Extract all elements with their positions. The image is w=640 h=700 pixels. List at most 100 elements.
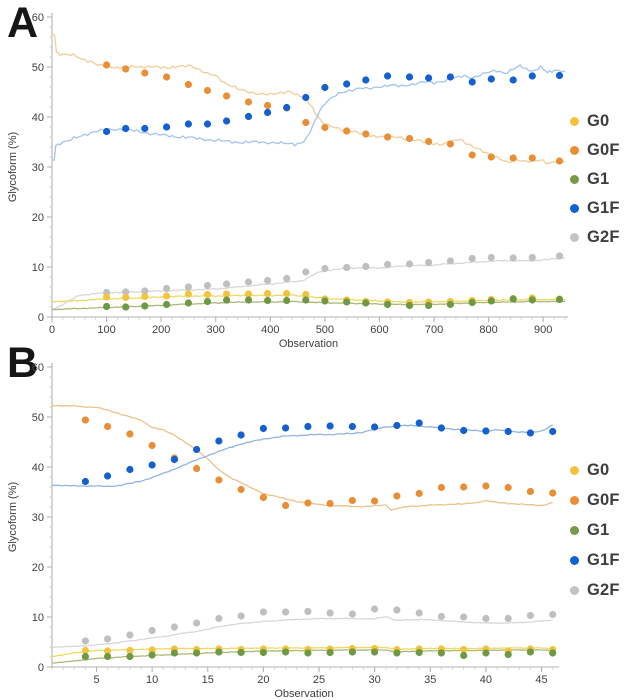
x-tick-label: 500 [316,324,334,336]
g0f-dot [215,476,223,484]
g2f-dot [215,614,223,623]
g2f-dot [487,253,495,262]
g0f-dot-icon [570,495,579,505]
g1f-dot [282,424,290,432]
g0f-dot [244,98,253,106]
g1-dot [170,649,178,657]
g2f-dot [264,276,272,285]
g0f-dot [203,86,212,95]
g0f-dot [223,92,231,100]
g2f-dot [326,609,334,617]
g0-dot [104,647,112,655]
g2f-dot [509,254,517,262]
g1f-dot-icon [570,204,579,213]
g0-dot [103,293,111,301]
g1-dot [425,301,433,310]
g1-dot [528,296,536,304]
panel-a-legend: G0 G0F G1 G1F G2F [570,107,620,252]
g1-dot [122,303,130,311]
y-tick-label: 20 [32,212,44,224]
g2f-dot [302,268,310,276]
g0f-dot [126,430,134,438]
g1f-dot [446,73,454,81]
g1f-dot [81,477,89,486]
g1-dot [362,299,370,307]
g0-dot [460,645,468,654]
panel-b-chart: 0 10 20 30 40 50 60 5 10 15 20 25 30 35 40 45 Observatio… [7,362,559,700]
g1f-dot [283,103,291,112]
g0f-dot [348,496,356,505]
g1f-dot [371,423,379,431]
g1-dot [103,302,111,311]
x-tick-label: 900 [534,324,552,336]
g1-dot [81,652,89,661]
y-tick-label: 50 [32,412,44,424]
g1f-dot [526,429,535,437]
g0-dot-icon [570,465,579,475]
y-tick-label: 30 [32,162,44,174]
legend-label: G0 [587,460,610,479]
g2f-dot-icon [570,585,579,595]
g1-dot [244,296,253,304]
g0-dot-icon [570,117,579,126]
g1-dot [415,648,423,657]
g1f-dot [148,461,156,469]
g0-dot [184,290,192,298]
g1-dot [482,649,490,657]
g1f-dot [549,427,557,436]
g0f-dot [259,493,267,502]
g1-dot-icon [570,525,579,535]
g2f-dot [528,253,536,262]
g1-dot [302,296,310,304]
g2f-dot [549,610,557,619]
g2f-dot [343,263,351,272]
g2f-dot [141,287,149,295]
x-tick-label: 200 [152,324,170,336]
g0f-dot [504,483,512,492]
g1f-dot [223,117,231,125]
x-tick-label: 35 [424,674,436,686]
g1-dot [148,651,156,659]
x-tick-label: 300 [207,324,225,336]
g2f-line [51,616,553,648]
g0f-dot [468,151,476,159]
g0f-dot [321,123,329,132]
g0-dot [283,289,291,298]
g0f-dot [549,489,557,497]
g1-dot [237,648,245,657]
g0f-dot [362,130,370,138]
g1f-dot [264,108,272,117]
x-tick-label: 5 [93,674,99,686]
g1-dot [321,297,329,305]
g1-dot [504,650,512,659]
g2f-dot [163,284,171,293]
g1f-dot [555,71,564,80]
g2f-dot [81,637,89,645]
g1-dot [223,296,231,304]
g1-dot [468,298,476,307]
g0f-dot [81,416,89,424]
g2f-dot [437,612,445,621]
legend-item-g1: G1 [570,165,620,194]
g0f-dot [343,127,351,135]
g1-dot [304,649,312,657]
g1-dot [283,296,291,305]
g0-dot [81,646,89,655]
g0f-dot [371,497,379,505]
g2f-dot [405,260,414,268]
g1f-dot [237,431,245,439]
g2f-dot [283,274,291,283]
g0-dot [302,290,310,299]
g2f-dot [193,619,201,627]
g2f-dot [304,607,312,616]
g1-dot [264,296,272,305]
g0-dot [163,292,171,300]
g1-dot [259,648,267,657]
x-tick-label: 0 [49,324,55,336]
g0f-dot [393,492,401,500]
y-tick-label: 0 [38,312,44,324]
g1-dot [526,648,535,656]
x-tick-label: 30 [369,674,381,686]
legend-item-g2f: G2F [570,223,620,252]
legend-item-g0f: G0F [570,136,620,165]
